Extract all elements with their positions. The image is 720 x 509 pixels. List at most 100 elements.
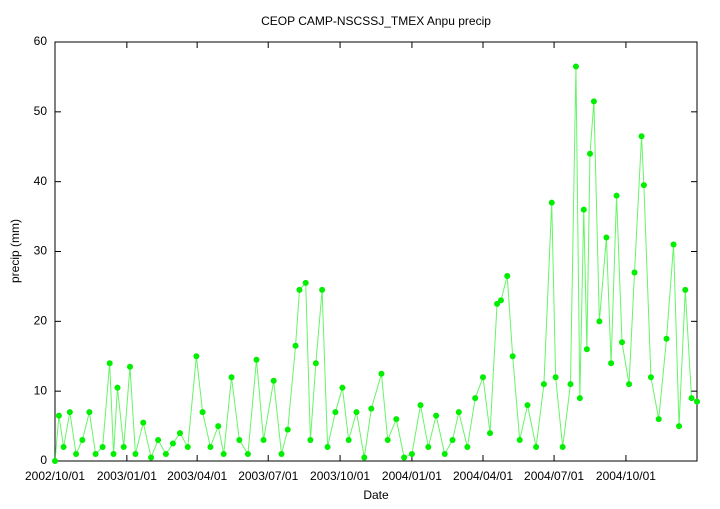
data-point	[270, 377, 277, 384]
data-point	[417, 402, 424, 409]
data-point	[324, 444, 331, 451]
x-tick-label: 2003/01/01	[97, 469, 157, 483]
data-point	[552, 374, 559, 381]
data-point	[284, 426, 291, 433]
data-point	[694, 398, 700, 405]
x-tick-label: 2002/10/01	[25, 469, 85, 483]
data-point	[296, 286, 303, 293]
data-point	[548, 199, 555, 206]
data-point	[278, 451, 285, 458]
series-line	[54, 66, 698, 462]
data-point	[580, 206, 587, 213]
data-point	[66, 409, 73, 416]
data-point	[640, 182, 647, 189]
data-point	[207, 444, 214, 451]
data-point	[540, 381, 547, 388]
data-point	[332, 409, 339, 416]
data-point	[302, 279, 309, 286]
data-point	[319, 286, 326, 293]
data-point	[497, 297, 504, 304]
data-point	[384, 437, 391, 444]
data-point	[339, 384, 346, 391]
data-point	[596, 318, 603, 325]
data-point	[361, 454, 368, 461]
data-point	[504, 272, 511, 279]
data-point	[631, 269, 638, 276]
data-point	[86, 409, 93, 416]
data-point	[106, 360, 113, 367]
data-point	[619, 339, 626, 346]
x-tick-label: 2004/04/01	[453, 469, 513, 483]
data-point	[132, 451, 139, 458]
data-point	[126, 363, 133, 370]
data-point	[345, 437, 352, 444]
y-tick-label: 20	[34, 314, 48, 328]
data-point	[533, 444, 540, 451]
x-tick-label: 2003/04/01	[167, 469, 227, 483]
x-tick-label: 2004/01/01	[382, 469, 442, 483]
data-point	[567, 381, 574, 388]
data-point	[590, 98, 597, 105]
data-point	[608, 360, 615, 367]
data-point	[312, 360, 319, 367]
data-point	[647, 374, 654, 381]
data-point	[378, 370, 385, 377]
data-point	[114, 384, 121, 391]
data-point	[99, 444, 106, 451]
x-tick-label: 2004/10/01	[596, 469, 656, 483]
data-point	[220, 451, 227, 458]
data-point	[676, 423, 683, 430]
data-point	[140, 419, 147, 426]
plot-frame	[54, 41, 698, 462]
data-point	[155, 437, 162, 444]
data-point	[587, 150, 593, 157]
y-tick-label: 60	[34, 34, 48, 48]
data-point	[472, 395, 479, 402]
data-point	[73, 451, 80, 458]
data-point	[368, 405, 375, 412]
data-point	[253, 356, 260, 363]
data-point	[524, 402, 531, 409]
data-point	[576, 395, 583, 402]
data-point	[408, 451, 415, 458]
data-point	[244, 451, 251, 458]
data-point	[292, 342, 299, 349]
data-point	[480, 374, 486, 381]
data-point	[663, 335, 670, 342]
data-point	[509, 353, 516, 360]
data-point	[55, 412, 62, 419]
data-point	[516, 437, 523, 444]
data-point	[638, 133, 645, 140]
data-point	[162, 451, 169, 458]
y-axis-label: precip (mm)	[8, 219, 22, 283]
data-point	[353, 409, 360, 416]
data-point	[433, 412, 440, 419]
data-point	[120, 444, 127, 451]
x-tick-label: 2003/07/01	[238, 469, 298, 483]
data-point	[52, 458, 58, 464]
data-point	[655, 416, 662, 423]
data-point	[307, 437, 314, 444]
chart-title: CEOP CAMP-NSCSSJ_TMEX Anpu precip	[261, 14, 491, 28]
data-point	[184, 444, 191, 451]
data-point	[583, 346, 590, 353]
data-point	[148, 454, 155, 461]
data-point	[559, 444, 566, 451]
data-point	[572, 63, 579, 70]
data-point	[110, 451, 117, 458]
x-axis-label: Date	[363, 488, 389, 502]
data-point	[92, 451, 99, 458]
data-point	[199, 409, 206, 416]
data-point	[626, 381, 633, 388]
y-tick-label: 30	[34, 244, 48, 258]
data-point	[169, 440, 176, 447]
y-tick-label: 50	[34, 104, 48, 118]
x-tick-label: 2004/07/01	[524, 469, 584, 483]
data-point	[464, 444, 471, 451]
y-tick-label: 10	[34, 383, 48, 397]
data-point	[260, 437, 267, 444]
data-point	[215, 423, 222, 430]
data-point	[682, 286, 689, 293]
data-point	[670, 241, 677, 248]
data-point	[401, 454, 408, 461]
